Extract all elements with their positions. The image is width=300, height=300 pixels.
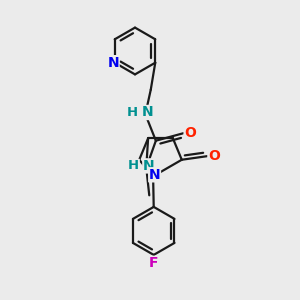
Text: H: H — [127, 106, 138, 119]
Text: O: O — [208, 148, 220, 163]
Text: N: N — [143, 159, 154, 173]
Text: N: N — [107, 56, 119, 70]
Text: O: O — [184, 126, 196, 140]
Text: N: N — [149, 168, 161, 182]
Text: H: H — [128, 159, 139, 172]
Text: F: F — [149, 256, 158, 270]
Text: N: N — [142, 106, 154, 119]
